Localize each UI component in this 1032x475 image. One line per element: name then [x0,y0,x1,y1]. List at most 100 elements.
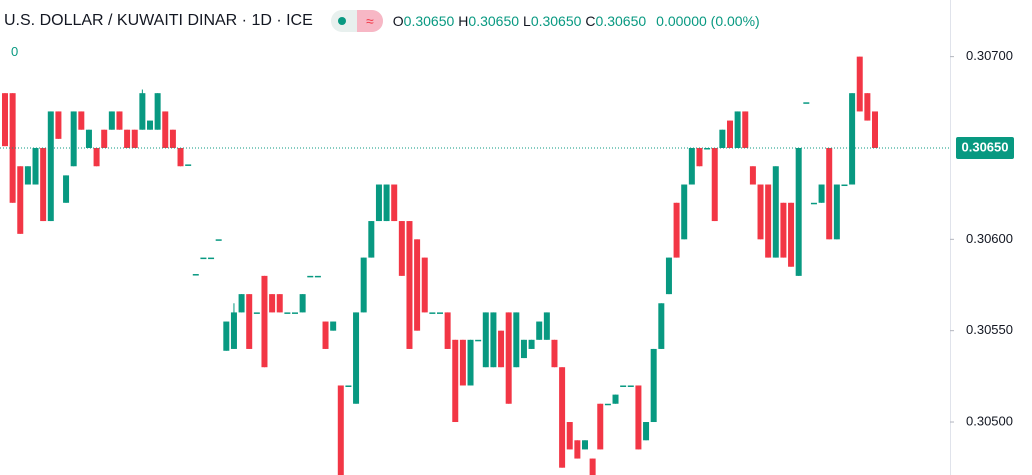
candle-body [437,312,443,314]
candle-body [467,339,474,386]
candle-body [55,111,62,139]
candle-body [780,202,787,258]
candle-body [70,111,77,167]
ohlc-key: O [392,13,404,29]
ohlc-key: H [458,13,469,29]
candle-body [734,111,741,148]
candle-body [772,166,779,258]
candle-body [765,184,772,258]
header: U.S. DOLLAR / KUWAITI DINAR · 1D · ICE ≈… [4,10,760,32]
candle-body [627,385,634,387]
candle-body [604,403,611,406]
candle-body [612,394,619,404]
candle-body [261,275,268,368]
ohlc-key: L [523,13,531,29]
candle-body [505,312,512,404]
candle-body [85,129,92,148]
volume-label: 0 [11,44,19,59]
candle-body [322,321,329,349]
candle-body [635,385,642,450]
candle-body [849,93,856,185]
candle-body [513,312,520,368]
candle-body [498,330,505,368]
candle-body [101,129,108,148]
last-price-label: 0.30650 [962,139,1009,154]
ohlc-value: 0.30650 [595,13,647,29]
candle-body [795,147,802,276]
chart-title: U.S. DOLLAR / KUWAITI DINAR · 1D · ICE [4,12,313,29]
candle-body [727,120,733,148]
candle-body [375,184,382,222]
candle-body [192,274,199,276]
candle-body [383,184,390,222]
candle-body [490,312,497,368]
candle-body [238,294,245,313]
candle-body [826,147,833,240]
candle-body [414,239,421,331]
candle-body [24,166,31,185]
candle-body [292,312,298,314]
candle-body [276,294,283,313]
candle-body [78,111,85,130]
candle-body [536,321,543,340]
candle-body [246,294,253,349]
candle-body [154,93,161,130]
candle-body [856,56,863,112]
status-badges[interactable]: ≈ [330,10,383,32]
candle-body [444,312,451,349]
candle-body [543,312,550,340]
candle-body [719,129,726,148]
candle-body [658,303,665,349]
ohlc-value: 0.30650 [468,13,520,29]
candle-body [551,339,558,368]
y-tick-label: 0.30500 [966,413,1013,428]
candle-body [452,339,459,423]
ohlc-value: 0.30650 [530,13,582,29]
candle-body [688,147,695,185]
y-tick-label: 0.30550 [966,322,1013,337]
candle-body [314,275,321,278]
candle-body [139,93,146,130]
candle-body [711,147,718,222]
candle-body [475,339,482,342]
candle-body [307,275,314,278]
candle-body [398,221,405,276]
y-tick-label: 0.30700 [966,48,1013,63]
y-tick-label: 0.30600 [966,231,1013,246]
candle-body [253,312,260,314]
candle-body [482,312,489,368]
candle-body [40,147,47,222]
candle-body [108,111,115,130]
candle-body [131,129,138,148]
candle-body [353,312,360,404]
change: 0.00000 (0.00%) [656,13,760,29]
candle-body [582,440,588,450]
candle-body [574,440,581,459]
candle-body [208,257,215,260]
candle-body [643,422,650,441]
candle-body [299,294,306,313]
candle-body [803,102,810,104]
candle-body [429,312,436,314]
candle-body [650,348,657,423]
ohlc-key: C [585,13,596,29]
candle-body [337,385,344,475]
candle-body [749,166,756,185]
candle-body [704,147,711,150]
candle-body [788,202,795,267]
candle-body [566,422,573,450]
candle-body [215,239,222,241]
candle-body [230,312,237,349]
candle-body [681,184,688,240]
candle-body [368,221,375,258]
candle-body [177,147,184,167]
candle-body [200,257,207,260]
candle-body [696,147,703,167]
candle-body [17,166,24,234]
candle-body [185,164,192,166]
candle-body [818,184,825,203]
candle-body [284,312,291,314]
candle-body [864,93,871,121]
